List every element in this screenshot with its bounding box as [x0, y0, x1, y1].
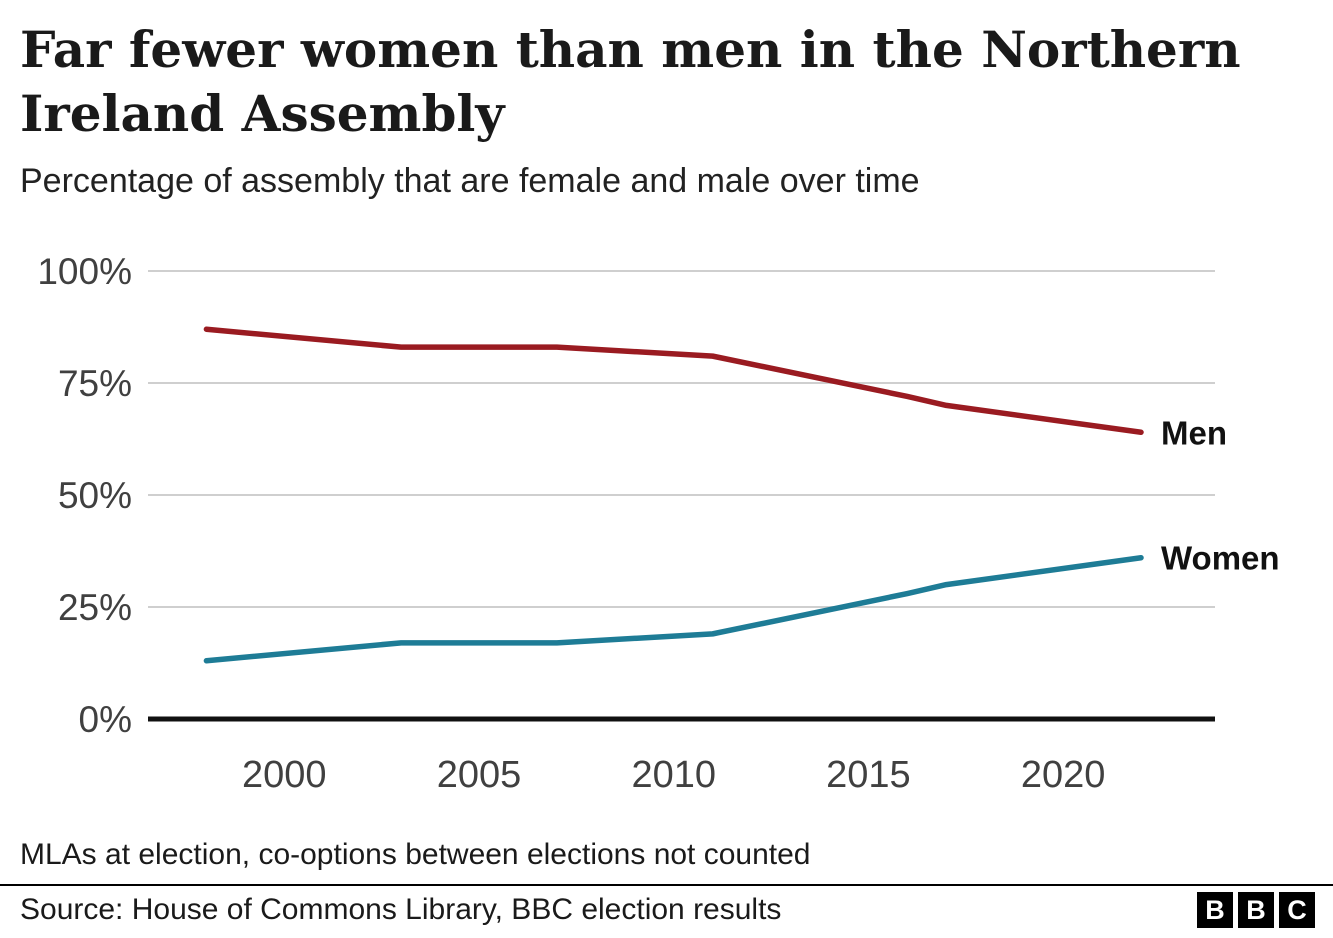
y-tick-label: 100%: [37, 251, 132, 292]
footer: Source: House of Commons Library, BBC el…: [0, 884, 1333, 938]
x-tick-label: 2020: [1021, 754, 1106, 796]
source-text: Source: House of Commons Library, BBC el…: [20, 893, 782, 926]
series-line-women: [203, 554, 1144, 664]
y-tick-label: 75%: [58, 363, 132, 404]
series-line-men: [203, 325, 1144, 435]
bbc-logo-block-b2: B: [1238, 892, 1274, 928]
series-label-women: Women: [1161, 539, 1280, 576]
y-tick-label: 25%: [58, 587, 132, 628]
bbc-logo: B B C: [1197, 892, 1315, 928]
x-tick-label: 2000: [242, 754, 327, 796]
bbc-logo-block-b1: B: [1197, 892, 1233, 928]
line-chart: 0% 25% 50% 75% 100% 2000 2005 2010 2015 2020 Men Wo…: [20, 209, 1313, 804]
x-tick-label: 2005: [437, 754, 522, 796]
y-tick-label: 0%: [79, 699, 132, 740]
page: Far fewer women than men in the Northern…: [20, 20, 1313, 871]
y-tick-label: 50%: [58, 475, 132, 516]
chart-footnote: MLAs at election, co-options between ele…: [20, 837, 811, 871]
bbc-logo-block-c: C: [1279, 892, 1315, 928]
chart-subtitle: Percentage of assembly that are female a…: [20, 162, 920, 200]
x-tick-label: 2010: [631, 754, 716, 796]
chart-title: Far fewer women than men in the Northern…: [20, 20, 1241, 143]
x-tick-label: 2015: [826, 754, 911, 796]
line-chart-svg: 0% 25% 50% 75% 100% 2000 2005 2010 2015 2020 Men Wo…: [37, 251, 1280, 796]
series-label-men: Men: [1161, 414, 1227, 451]
